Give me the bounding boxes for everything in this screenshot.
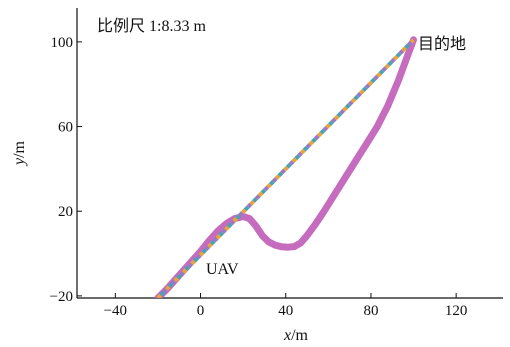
x-tick-label: 40 — [278, 303, 293, 319]
x-tick-label: 0 — [197, 303, 205, 319]
x-axis-label: x/m — [283, 327, 309, 344]
x-tick-label: −40 — [104, 303, 127, 319]
uav-label: UAV — [206, 261, 239, 278]
x-tick-label: 80 — [363, 303, 378, 319]
destination-label: 目的地 — [418, 35, 466, 53]
x-tick-label: 120 — [445, 303, 468, 319]
y-tick-label: 20 — [58, 204, 73, 220]
y-tick-label: −20 — [50, 289, 73, 305]
y-axis-label: y/m — [11, 140, 28, 167]
y-tick-label: 100 — [51, 35, 74, 51]
y-tick-label: 60 — [58, 120, 73, 136]
uav-trajectory-line — [154, 36, 417, 298]
reference-path-line-0 — [156, 38, 415, 298]
scale-annotation: 比例尺 1:8.33 m — [97, 17, 206, 35]
